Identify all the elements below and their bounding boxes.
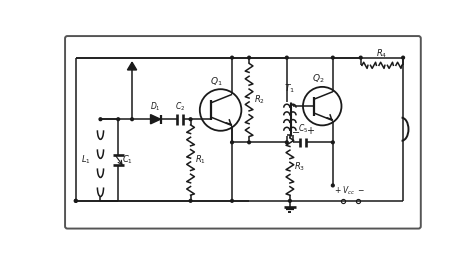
Text: $R_3$: $R_3$: [294, 160, 305, 173]
Text: $R_2$: $R_2$: [254, 94, 264, 106]
Circle shape: [285, 141, 288, 144]
FancyBboxPatch shape: [65, 36, 421, 228]
Text: $+$: $+$: [306, 125, 315, 136]
Circle shape: [359, 56, 362, 59]
Circle shape: [74, 199, 77, 202]
Polygon shape: [128, 62, 137, 70]
Polygon shape: [151, 114, 161, 124]
Circle shape: [248, 56, 250, 59]
Text: $Q_2$: $Q_2$: [312, 73, 325, 85]
Text: $C_5$: $C_5$: [298, 122, 308, 135]
Circle shape: [99, 118, 102, 121]
Text: $D_1$: $D_1$: [150, 101, 161, 113]
Text: $L_1$: $L_1$: [81, 154, 91, 166]
Circle shape: [189, 118, 192, 121]
Text: $C_1$: $C_1$: [122, 154, 133, 166]
Text: $+\;V_{cc}\;-$: $+\;V_{cc}\;-$: [334, 184, 365, 197]
Text: $-$: $-$: [291, 126, 300, 136]
Text: $C_2$: $C_2$: [175, 101, 185, 113]
Circle shape: [331, 56, 334, 59]
Circle shape: [231, 56, 233, 59]
Circle shape: [74, 199, 77, 202]
Circle shape: [117, 118, 119, 121]
Text: $R_4$: $R_4$: [376, 47, 388, 60]
Text: $Q_1$: $Q_1$: [210, 75, 223, 88]
Circle shape: [248, 141, 250, 144]
Circle shape: [131, 118, 133, 121]
Circle shape: [189, 199, 192, 202]
Circle shape: [285, 56, 288, 59]
Circle shape: [289, 199, 292, 202]
Circle shape: [401, 56, 404, 59]
Circle shape: [231, 141, 233, 144]
Circle shape: [331, 141, 334, 144]
Circle shape: [231, 199, 233, 202]
Text: $T_1$: $T_1$: [284, 82, 295, 95]
Circle shape: [331, 184, 334, 187]
Text: $R_1$: $R_1$: [195, 154, 206, 166]
